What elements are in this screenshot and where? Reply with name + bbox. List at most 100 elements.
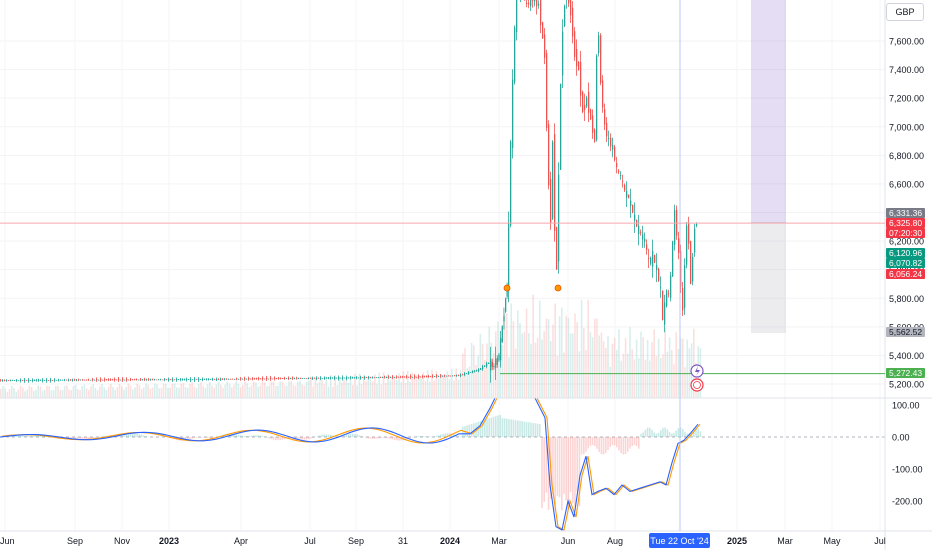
histogram-bar: [568, 437, 570, 509]
candle-body: [658, 269, 659, 281]
volume-bar: [306, 382, 308, 398]
histogram-bar: [323, 434, 325, 437]
oscillator-axis[interactable]: 100.000.00-100.00-200.00: [892, 401, 923, 507]
volume-bar: [222, 388, 224, 398]
candle-body: [200, 379, 201, 380]
volume-bar: [581, 300, 583, 398]
volume-bar: [315, 379, 317, 398]
candle-body: [500, 338, 501, 360]
histogram-bar: [205, 437, 207, 438]
histogram-bar: [460, 436, 462, 437]
candle-body: [28, 380, 29, 382]
volume-bar: [570, 334, 572, 398]
volume-bar: [620, 361, 622, 398]
candle-body: [386, 377, 387, 378]
candle-body: [420, 377, 421, 378]
candle-body: [400, 377, 401, 378]
volume-bar: [297, 382, 299, 398]
volume-bar: [466, 368, 468, 398]
histogram-bar: [420, 436, 422, 437]
volume-bar: [407, 371, 409, 398]
candle-body: [74, 379, 75, 380]
volume-bar: [521, 334, 523, 398]
candle-body: [396, 376, 397, 377]
volume-bar: [24, 391, 26, 398]
candle-body: [614, 147, 615, 160]
candle-body: [248, 378, 249, 379]
candle-body: [436, 375, 437, 376]
histogram-bar: [513, 420, 515, 437]
candle-body: [120, 380, 121, 381]
candle-body: [230, 379, 231, 380]
volume-bar: [169, 388, 171, 398]
histogram-bar: [524, 422, 526, 437]
macd-oscillator: [0, 398, 885, 530]
candle-body: [212, 379, 213, 380]
price-tick-label: 7,000.00: [889, 122, 924, 132]
histogram-bar: [510, 419, 512, 437]
histogram-bar: [486, 419, 488, 437]
price-tick-label: 7,200.00: [889, 94, 924, 104]
candle-body: [360, 377, 361, 378]
price-tick-label: 7,400.00: [889, 65, 924, 75]
histogram-bar: [308, 437, 310, 439]
earnings-icon: [691, 379, 703, 391]
candle-body: [366, 377, 367, 378]
oscillator-tick-label: 0.00: [892, 433, 910, 443]
histogram-bar: [381, 437, 383, 438]
candle-body: [672, 241, 673, 276]
volume-bar: [449, 379, 451, 398]
volume-bar: [29, 386, 31, 398]
histogram-bar: [134, 433, 136, 437]
volume-bar: [218, 382, 220, 398]
volume-bar: [147, 385, 149, 398]
candle-body: [88, 379, 89, 380]
currency-button[interactable]: GBP: [886, 3, 924, 21]
volume-bar: [200, 382, 202, 398]
candle-body: [292, 378, 293, 379]
time-tick-label: 2025: [727, 536, 747, 546]
histogram-bar: [669, 432, 671, 437]
candle-body: [503, 316, 504, 322]
histogram-bar: [240, 435, 242, 437]
volume-bar: [53, 390, 55, 398]
candle-body: [246, 379, 247, 380]
volume-bar: [174, 383, 176, 398]
histogram-bar: [530, 423, 532, 437]
candle-body: [450, 376, 451, 377]
volume-bar: [205, 388, 207, 398]
volume-bar: [44, 390, 46, 398]
histogram-bar: [22, 436, 24, 437]
candle-body: [440, 375, 441, 376]
histogram-bar: [638, 437, 640, 449]
candle-body: [466, 373, 467, 374]
volume-bar: [75, 385, 77, 398]
histogram-bar: [616, 437, 618, 447]
volume-bar: [629, 327, 631, 398]
candle-body: [562, 32, 563, 76]
histogram-bar: [251, 436, 253, 437]
volume-bar: [664, 328, 666, 398]
candle-body: [352, 377, 353, 378]
candle-body: [304, 378, 305, 379]
candle-body: [98, 380, 99, 381]
candle-body: [238, 379, 239, 380]
volume-bar: [301, 385, 303, 398]
histogram-bar: [458, 436, 460, 437]
histogram-bar: [625, 437, 627, 454]
histogram-bar: [275, 437, 277, 440]
histogram-bar: [598, 437, 600, 452]
candle-body: [252, 378, 253, 379]
histogram-bar: [605, 437, 607, 453]
histogram-bar: [416, 436, 418, 437]
histogram-bar: [242, 436, 244, 437]
volume-bar: [196, 388, 198, 398]
candle-body: [96, 379, 97, 381]
time-tick-label: Sep: [348, 536, 364, 546]
candle-body: [224, 379, 225, 380]
histogram-bar: [440, 435, 442, 437]
price-axis[interactable]: 7,600.007,400.007,200.007,000.006,800.00…: [886, 37, 925, 390]
